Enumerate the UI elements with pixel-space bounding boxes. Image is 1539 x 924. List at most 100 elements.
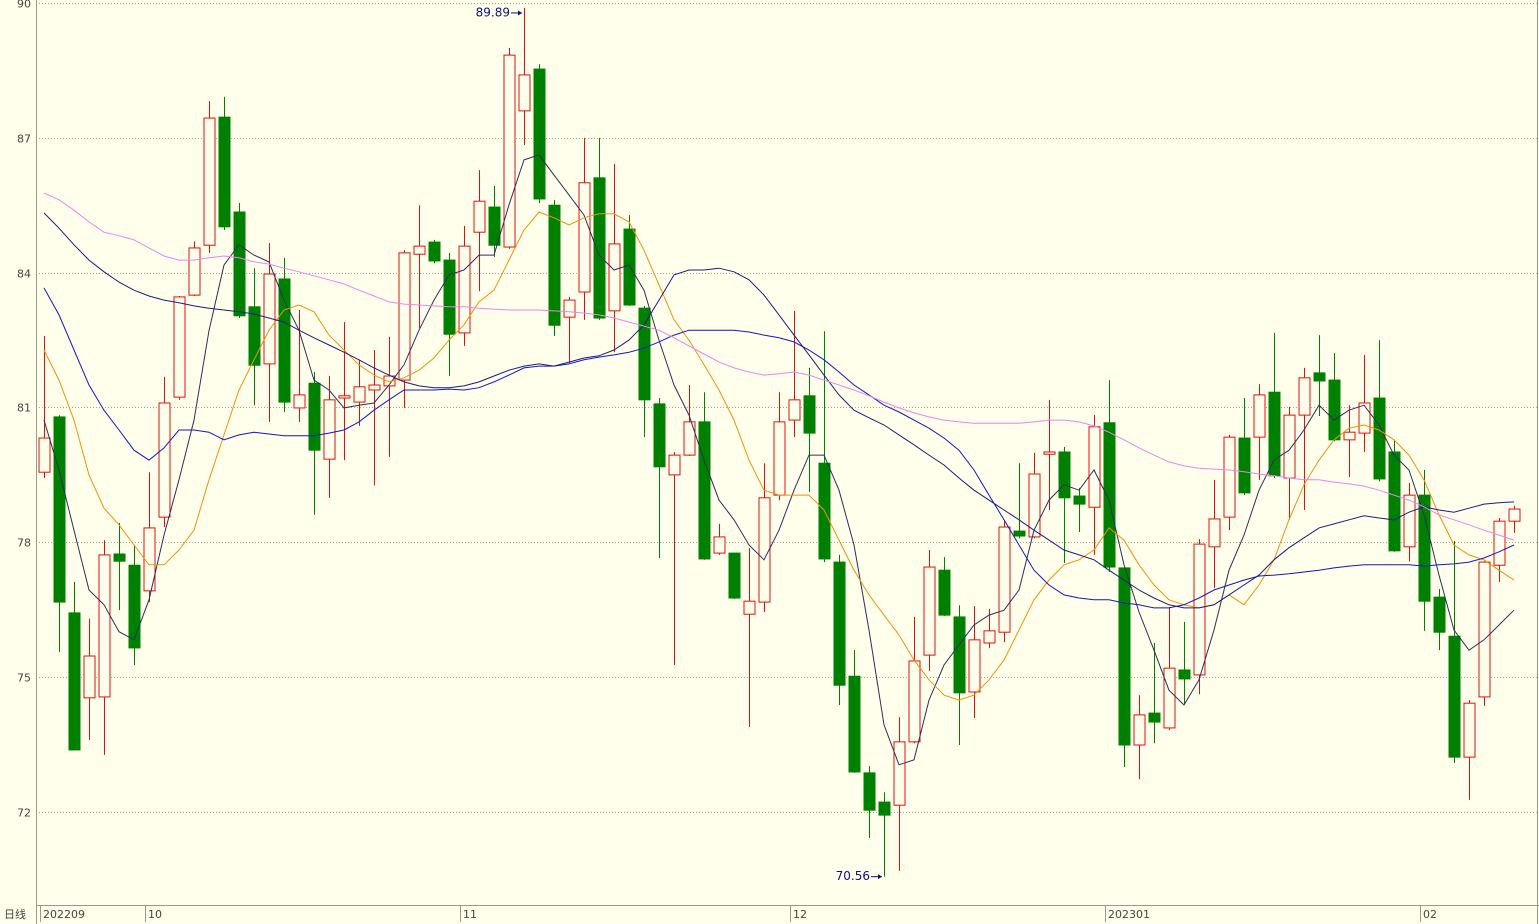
candle-body xyxy=(1403,494,1416,548)
candle-body xyxy=(488,206,501,246)
x-tick-label: 202209 xyxy=(43,908,85,921)
candle-body xyxy=(1178,669,1191,680)
candle-body xyxy=(533,68,546,200)
candle-body xyxy=(953,616,966,694)
y-tick-label: 72 xyxy=(17,807,31,820)
candle-body xyxy=(98,554,111,698)
candle-body xyxy=(1433,596,1446,633)
candle-body xyxy=(473,200,486,233)
candle-body xyxy=(173,296,186,398)
candle-body xyxy=(743,600,756,615)
candle-body xyxy=(833,561,846,686)
candle-body xyxy=(1418,494,1431,602)
candle-body xyxy=(788,399,801,421)
moving-average-line xyxy=(43,287,1515,609)
candle-body xyxy=(188,247,201,296)
x-tick-label: 10 xyxy=(148,908,162,921)
candle-body xyxy=(1478,561,1491,698)
candle-body xyxy=(1088,426,1101,508)
candle-body xyxy=(938,569,951,616)
candle-body xyxy=(1388,451,1401,552)
candle-body xyxy=(773,421,786,496)
candle-body xyxy=(218,116,231,228)
moving-average-line xyxy=(43,211,1515,701)
candle-body xyxy=(1223,436,1236,518)
candle-body xyxy=(758,497,771,603)
candle-body xyxy=(413,245,426,255)
candle-body xyxy=(1043,451,1056,455)
candle-body xyxy=(1268,391,1281,477)
moving-average-line xyxy=(43,212,1515,609)
candle-body xyxy=(443,259,456,335)
candle-body xyxy=(53,416,66,603)
candle-body xyxy=(1463,702,1476,758)
candle-body xyxy=(908,660,921,743)
candle-body xyxy=(1073,495,1086,505)
candle-body xyxy=(1253,394,1266,438)
candle-body xyxy=(653,403,666,468)
y-tick-label: 90 xyxy=(17,0,31,11)
candle-body xyxy=(353,386,366,403)
candle-body xyxy=(803,395,816,434)
candle-body xyxy=(68,612,81,751)
candle-body xyxy=(1313,372,1326,382)
candle-body xyxy=(878,801,891,816)
candle-body xyxy=(1118,567,1131,746)
candle-body xyxy=(863,772,876,811)
candle-body xyxy=(38,437,51,473)
x-tick-label: 11 xyxy=(463,908,477,921)
candle-body xyxy=(368,384,381,391)
candle-body xyxy=(398,252,411,381)
candle-body xyxy=(968,639,981,693)
candle-body xyxy=(233,211,246,317)
candle-body xyxy=(848,675,861,773)
y-tick-label: 87 xyxy=(17,133,31,146)
candle-body xyxy=(998,526,1011,633)
candle-body xyxy=(578,182,591,293)
candle-body xyxy=(248,306,261,366)
extreme-arrowhead xyxy=(878,874,882,880)
candle-body xyxy=(428,241,441,262)
candle-body xyxy=(323,399,336,460)
candle-body xyxy=(638,307,651,401)
candle-body xyxy=(1283,414,1296,479)
x-tick-label: 02 xyxy=(1423,908,1437,921)
candle-body xyxy=(1358,402,1371,434)
extreme-label: 70.56 xyxy=(836,869,870,883)
candle-body xyxy=(683,421,696,456)
candle-body xyxy=(563,299,576,318)
candle-body xyxy=(293,394,306,409)
x-tick-label: 12 xyxy=(793,908,807,921)
candle-body xyxy=(143,527,156,592)
candle-body xyxy=(1373,397,1386,480)
y-tick-label: 78 xyxy=(17,537,31,550)
candle-body xyxy=(113,553,126,562)
candle-body xyxy=(278,278,291,403)
candle-body xyxy=(1238,437,1251,494)
candle-body xyxy=(158,402,171,518)
candle-body xyxy=(1298,377,1311,416)
y-tick-label: 75 xyxy=(17,672,31,685)
candle-body xyxy=(893,741,906,806)
candle-body xyxy=(1193,543,1206,676)
candle-body xyxy=(1328,379,1341,441)
candle-body xyxy=(203,117,216,246)
candle-body xyxy=(518,74,531,112)
extreme-label: 89.89 xyxy=(476,5,510,19)
candle-body xyxy=(983,630,996,644)
candle-body xyxy=(923,566,936,656)
candle-body xyxy=(713,536,726,554)
candle-body xyxy=(1103,422,1116,568)
candle-body xyxy=(1163,667,1176,729)
candle-body xyxy=(593,177,606,319)
candle-body xyxy=(608,243,621,312)
candle-body xyxy=(668,454,681,476)
candle-body xyxy=(698,421,711,560)
candle-body xyxy=(83,655,96,699)
candle-body xyxy=(128,564,141,649)
candle-body xyxy=(308,382,321,451)
candle-body xyxy=(1013,530,1026,537)
candle-body xyxy=(728,552,741,599)
